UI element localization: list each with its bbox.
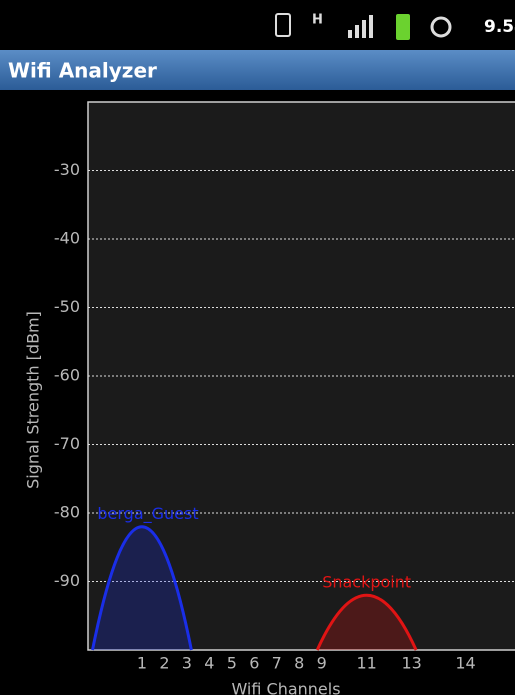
y-tick-label: -40 [54, 229, 80, 248]
y-tick-label: -30 [54, 160, 80, 179]
y-axis-label: Signal Strength [dBm] [24, 311, 43, 489]
y-tick-label: -50 [54, 297, 80, 316]
x-tick-label: 5 [227, 654, 237, 673]
y-tick-label: -60 [54, 366, 80, 385]
svg-text:H: H [312, 13, 323, 28]
network-label: Snackpoint [322, 573, 411, 592]
x-axis-label: Wifi Channels [231, 680, 340, 695]
x-tick-label: 9 [317, 654, 327, 673]
x-tick-label: 13 [401, 654, 421, 673]
x-tick-label: 1 [137, 654, 147, 673]
x-tick-label: 11 [356, 654, 376, 673]
x-tick-label: 4 [204, 654, 214, 673]
x-tick-label: 7 [272, 654, 282, 673]
y-tick-label: -90 [54, 571, 80, 590]
x-tick-label: 2 [159, 654, 169, 673]
x-tick-label: 8 [294, 654, 304, 673]
y-tick-label: -80 [54, 503, 80, 522]
screen: H 9.54 Wifi Analyzer Signal Strength [dB… [0, 0, 515, 695]
x-tick-label: 6 [249, 654, 259, 673]
status-bar [0, 0, 515, 50]
y-tick-label: -70 [54, 434, 80, 453]
x-tick-label: 3 [182, 654, 192, 673]
x-tick-label: 14 [455, 654, 475, 673]
network-label: berga_Guest [97, 504, 198, 524]
app-title: Wifi Analyzer [8, 59, 157, 83]
page: H 9.54 Wifi Analyzer Signal Strength [dB… [0, 0, 515, 695]
status-time: 9.54 [484, 17, 515, 37]
